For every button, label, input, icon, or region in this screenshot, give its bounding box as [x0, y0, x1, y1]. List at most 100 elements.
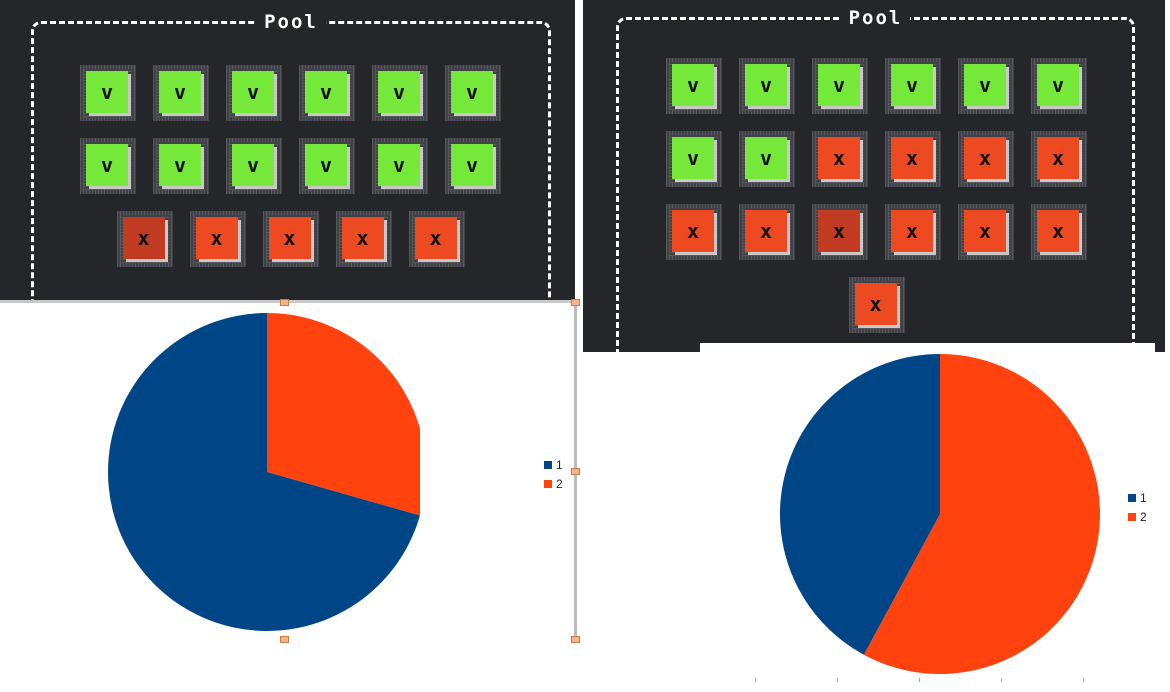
- check-icon: v: [1037, 64, 1079, 106]
- selection-handle-bottom-right[interactable]: [571, 636, 580, 643]
- selection-handle-right[interactable]: [571, 468, 580, 475]
- x-icon: x: [341, 217, 384, 259]
- axis-tick: [837, 678, 838, 682]
- tile-failed[interactable]: x: [885, 131, 941, 187]
- axis-tick: [1083, 678, 1084, 682]
- check-icon: v: [451, 144, 493, 186]
- chart-area-left[interactable]: 1 2: [0, 300, 577, 642]
- tile-passed[interactable]: v: [299, 138, 355, 194]
- pool-title-left: Pool: [256, 10, 326, 34]
- tile-passed[interactable]: v: [666, 58, 722, 114]
- selection-handle-bottom[interactable]: [280, 636, 289, 643]
- pool-frame-left: Pool: [31, 10, 551, 314]
- tile-failed[interactable]: x: [1031, 131, 1087, 187]
- pie-slice-1[interactable]: [780, 354, 940, 655]
- tile-failed[interactable]: x: [885, 204, 941, 260]
- tile-passed[interactable]: v: [372, 65, 428, 121]
- check-icon: v: [378, 144, 420, 186]
- check-icon: v: [159, 71, 201, 113]
- tile-passed[interactable]: v: [80, 138, 136, 194]
- selection-handle-top-right[interactable]: [571, 299, 580, 306]
- tile-failed[interactable]: x: [958, 204, 1014, 260]
- x-icon: x: [964, 137, 1006, 179]
- check-icon: v: [745, 137, 787, 179]
- tile-passed[interactable]: v: [153, 138, 209, 194]
- tile-passed[interactable]: v: [445, 138, 501, 194]
- tile-passed[interactable]: v: [958, 58, 1014, 114]
- check-icon: v: [672, 64, 714, 106]
- pool-frame-right: Pool: [616, 6, 1135, 360]
- tile-failed[interactable]: x: [335, 211, 392, 267]
- tile-passed[interactable]: v: [885, 58, 941, 114]
- check-icon: v: [86, 144, 128, 186]
- x-icon: x: [414, 217, 457, 259]
- check-icon: v: [232, 71, 274, 113]
- tile-passed[interactable]: v: [372, 138, 428, 194]
- selection-handle-top[interactable]: [280, 299, 289, 306]
- tile-passed[interactable]: v: [445, 65, 501, 121]
- legend-label-2-left: 2: [556, 477, 563, 491]
- x-icon: x: [672, 210, 714, 252]
- tile-failed[interactable]: x: [812, 131, 868, 187]
- x-icon: x: [745, 210, 787, 252]
- check-icon: v: [159, 144, 201, 186]
- check-icon: v: [964, 64, 1006, 106]
- legend-swatch-1-right: [1128, 494, 1136, 502]
- x-icon: x: [1037, 210, 1079, 252]
- legend-label-1-right: 1: [1140, 491, 1147, 505]
- tile-passed[interactable]: v: [739, 58, 795, 114]
- tile-failed[interactable]: x: [262, 211, 319, 267]
- check-icon: v: [232, 144, 274, 186]
- tile-failed[interactable]: x: [1031, 204, 1087, 260]
- pie-slice-2[interactable]: [267, 313, 420, 516]
- check-icon: v: [451, 71, 493, 113]
- legend-item-2-right: 2: [1128, 510, 1147, 524]
- tile-passed[interactable]: v: [226, 65, 282, 121]
- axis-tick: [1001, 678, 1002, 682]
- tile-passed[interactable]: v: [812, 58, 868, 114]
- axis-tick: [755, 678, 756, 682]
- legend-item-1-left: 1: [544, 458, 563, 472]
- pool-title-right: Pool: [840, 6, 911, 30]
- tile-failed[interactable]: x: [848, 277, 905, 333]
- pie-slice-1[interactable]: [108, 313, 420, 631]
- tile-failed[interactable]: x: [958, 131, 1014, 187]
- x-icon: x: [1037, 137, 1079, 179]
- tile-passed[interactable]: v: [666, 131, 722, 187]
- x-icon: x: [268, 217, 311, 259]
- pie-chart-right: [780, 354, 1100, 674]
- tile-passed[interactable]: v: [153, 65, 209, 121]
- tile-passed[interactable]: v: [80, 65, 136, 121]
- x-icon: x: [818, 137, 860, 179]
- x-icon: x: [854, 283, 897, 325]
- check-icon: v: [891, 64, 933, 106]
- tile-failed[interactable]: x: [408, 211, 465, 267]
- tile-failed[interactable]: x: [116, 211, 173, 267]
- tile-failed[interactable]: x: [739, 204, 795, 260]
- x-icon: x: [891, 210, 933, 252]
- tile-passed[interactable]: v: [226, 138, 282, 194]
- check-icon: v: [672, 137, 714, 179]
- legend-swatch-1-left: [544, 461, 552, 469]
- tile-passed[interactable]: v: [299, 65, 355, 121]
- tile-failed[interactable]: x: [812, 204, 868, 260]
- tile-passed[interactable]: v: [739, 131, 795, 187]
- legend-item-2-left: 2: [544, 477, 563, 491]
- pie-chart-left: [108, 313, 420, 631]
- legend-swatch-2-left: [544, 480, 552, 488]
- check-icon: v: [305, 144, 347, 186]
- tile-passed[interactable]: v: [1031, 58, 1087, 114]
- x-icon: x: [964, 210, 1006, 252]
- legend-label-1-left: 1: [556, 458, 563, 472]
- tile-failed[interactable]: x: [189, 211, 246, 267]
- axis-tick: [919, 678, 920, 682]
- check-icon: v: [305, 71, 347, 113]
- tile-failed[interactable]: x: [666, 204, 722, 260]
- pie-slice-2[interactable]: [863, 354, 1100, 674]
- check-icon: v: [378, 71, 420, 113]
- legend-item-1-right: 1: [1128, 491, 1147, 505]
- check-icon: v: [818, 64, 860, 106]
- chart-area-right[interactable]: 1 2: [700, 343, 1155, 683]
- check-icon: v: [745, 64, 787, 106]
